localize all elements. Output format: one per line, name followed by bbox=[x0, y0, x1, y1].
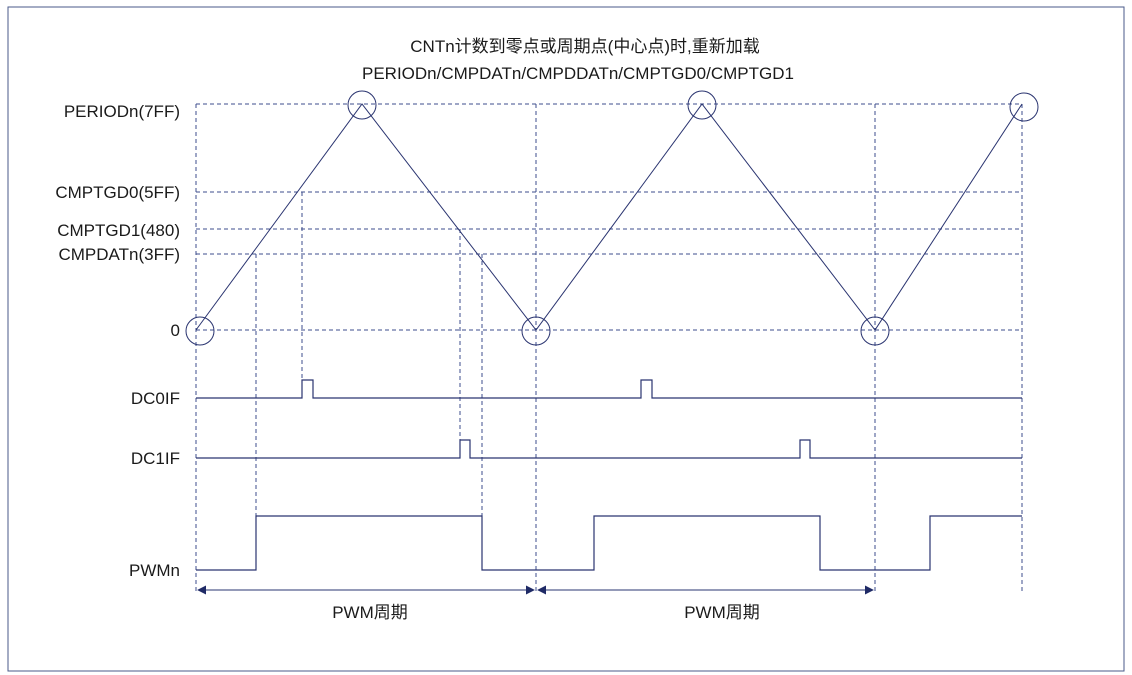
label-zero: 0 bbox=[171, 321, 180, 340]
pwm-period-label-2: PWM周期 bbox=[684, 603, 760, 622]
dc0if-waveform bbox=[196, 379, 1022, 399]
zero-marker-1 bbox=[185, 316, 215, 346]
dc1if-waveform bbox=[196, 439, 1022, 459]
level-gridlines bbox=[196, 103, 1022, 331]
title-line-1: CNTn计数到零点或周期点(中心点)时,重新加载 bbox=[410, 37, 759, 56]
title-line-2: PERIODn/CMPDATn/CMPDDATn/CMPTGD0/CMPTGD1 bbox=[362, 64, 794, 83]
diagram-border bbox=[7, 6, 1125, 672]
label-cmptgd0: CMPTGD0(5FF) bbox=[55, 183, 180, 202]
label-dc0if: DC0IF bbox=[131, 389, 180, 408]
zero-marker-3 bbox=[860, 316, 890, 346]
label-pwm: PWMn bbox=[129, 561, 180, 580]
peak-marker-3 bbox=[1009, 92, 1039, 122]
pwm-period-label-1: PWM周期 bbox=[332, 603, 408, 622]
peak-marker-2 bbox=[687, 90, 717, 120]
counter-triangle-wave bbox=[195, 103, 1023, 331]
vertical-guides bbox=[195, 104, 1023, 592]
zero-marker-2 bbox=[521, 316, 551, 346]
label-period: PERIODn(7FF) bbox=[64, 102, 180, 121]
pwm-waveform bbox=[196, 515, 1022, 571]
label-cmptgd1: CMPTGD1(480) bbox=[57, 221, 180, 240]
label-dc1if: DC1IF bbox=[131, 449, 180, 468]
label-cmpdat: CMPDATn(3FF) bbox=[58, 245, 180, 264]
reload-point-markers bbox=[185, 90, 1039, 346]
peak-marker-1 bbox=[347, 90, 377, 120]
